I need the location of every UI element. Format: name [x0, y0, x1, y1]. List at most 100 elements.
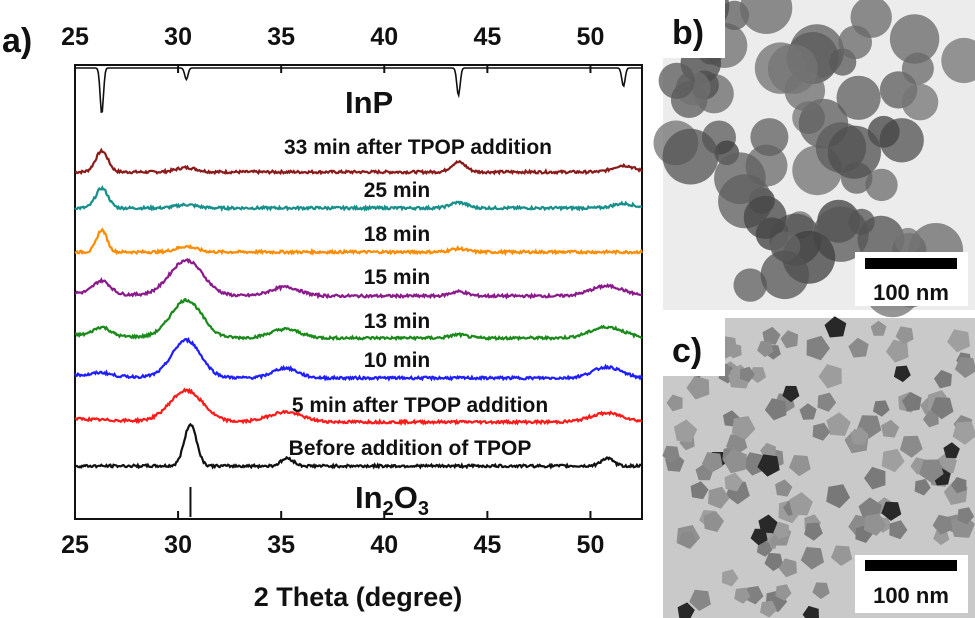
tem-c-particle: [757, 454, 780, 477]
tem-b-particle: [901, 83, 939, 121]
bottom-tick-label: 35: [267, 531, 295, 559]
tem-c-particle: [764, 398, 787, 421]
top-axis-ticks: 25 30 35 40 45 50: [61, 23, 604, 73]
tem-c-particle: [726, 343, 742, 359]
tem-c-particle: [930, 397, 954, 420]
top-tick-label: 25: [61, 23, 89, 51]
panel-label-b-box: [663, 0, 725, 58]
tem-b-particle: [901, 52, 934, 85]
tem-c-particle: [885, 339, 909, 363]
tem-c-particle: [947, 329, 970, 353]
panel-label-a: a): [2, 22, 32, 60]
tem-c-particle: [721, 569, 739, 587]
tem-c-particle: [932, 514, 953, 535]
tem-c-particle: [782, 385, 800, 403]
tem-c-particle: [826, 412, 851, 436]
tem-c-particle: [826, 484, 851, 509]
scale-bar-b: [865, 258, 957, 269]
tem-c-particle: [850, 427, 869, 445]
tem-b-particle: [848, 208, 875, 235]
tem-b-particle: [894, 227, 921, 254]
scale-label-c: 100 nm: [873, 583, 949, 608]
tem-c-particle: [895, 326, 914, 345]
tem-c-particle: [914, 478, 931, 496]
tem-c-particle: [760, 600, 777, 618]
tem-c-particle: [745, 586, 764, 605]
xrd-chart: 25 30 35 40 45 50 25 30 35 40 45 50 33 min after T…: [61, 23, 643, 612]
tem-c-particle: [757, 341, 774, 358]
series-label: 33 min after TPOP addition: [284, 136, 552, 159]
tem-c-particle: [686, 375, 710, 400]
tem-b-particle: [743, 195, 787, 239]
tem-c-particle: [824, 316, 847, 338]
in2o3-label-sub1: 2: [383, 498, 394, 520]
tem-b-particle: [662, 128, 719, 185]
tem-b-nanoparticles: [653, 0, 975, 318]
tem-c-particle: [951, 477, 967, 494]
tem-c-particle: [899, 435, 923, 458]
series-line: [74, 257, 643, 300]
bottom-tick-label: 50: [577, 531, 605, 559]
x-axis-title: 2 Theta (degree): [254, 582, 463, 612]
tem-panel-c: c) 100 nm: [662, 316, 975, 618]
tem-c-particle: [933, 369, 952, 389]
top-tick-label: 50: [577, 23, 605, 51]
series-label: 5 min after TPOP addition: [292, 394, 548, 417]
tem-c-particle: [919, 459, 944, 483]
tem-c-particle: [881, 448, 905, 473]
tem-b-particle: [658, 62, 695, 99]
in2o3-label-sub2: 3: [418, 498, 429, 520]
tem-b-particle: [836, 75, 881, 120]
tem-c-particle: [778, 558, 797, 578]
tem-c-particle: [902, 392, 922, 412]
tem-c-particle: [701, 452, 723, 473]
tem-c-nanoparticles: [662, 316, 975, 618]
xrd-series-labels: 33 min after TPOP addition 25 min 18 min 15…: [284, 136, 552, 460]
tem-c-particle: [804, 522, 823, 541]
bottom-tick-label: 40: [370, 531, 398, 559]
tem-c-particle: [666, 394, 683, 412]
tem-c-particle: [750, 528, 768, 546]
in2o3-label-in: In: [355, 480, 383, 515]
tem-c-particle: [889, 520, 908, 540]
in2o3-reference-label: In2O3: [355, 480, 429, 520]
tem-c-particle: [870, 320, 887, 336]
tem-c-particle: [881, 419, 900, 438]
tem-c-particle: [863, 513, 887, 536]
tem-c-particle: [780, 330, 799, 349]
tem-c-particle: [775, 584, 792, 601]
plot-frame: [74, 64, 643, 520]
scale-label-b: 100 nm: [873, 280, 949, 305]
series-label: Before addition of TPOP: [289, 437, 532, 460]
top-tick-label: 35: [267, 23, 295, 51]
series-line: [74, 297, 643, 342]
inp-reference-line: [75, 67, 642, 114]
panel-label-b: b): [672, 14, 704, 52]
tem-c-particle: [775, 479, 793, 497]
tem-c-particle: [762, 326, 781, 345]
tem-c-particle: [731, 416, 756, 440]
tem-c-particle: [749, 367, 767, 384]
tem-c-particle: [812, 582, 830, 600]
tem-b-particle: [714, 152, 766, 204]
series-label: 15 min: [364, 266, 431, 289]
panel-label-c: c): [672, 332, 702, 370]
tem-c-particle: [881, 501, 902, 521]
tem-c-particle: [818, 364, 842, 389]
bottom-axis-ticks: 25 30 35 40 45 50: [61, 511, 604, 559]
tem-b-particle: [889, 14, 940, 64]
tem-c-particle: [893, 365, 911, 383]
series-line: [74, 387, 643, 427]
tem-b-particle: [865, 168, 898, 202]
tem-b-particle: [740, 0, 793, 34]
tem-b-particle: [827, 125, 882, 179]
tem-c-particle: [772, 521, 789, 540]
tem-c-particle: [703, 511, 724, 532]
tem-c-particle: [708, 486, 730, 509]
tem-c-particle: [788, 492, 813, 516]
tem-b-particle: [941, 37, 975, 84]
tem-b-particle: [838, 25, 872, 60]
tem-c-particle: [802, 605, 819, 618]
tem-c-particle: [742, 452, 766, 476]
